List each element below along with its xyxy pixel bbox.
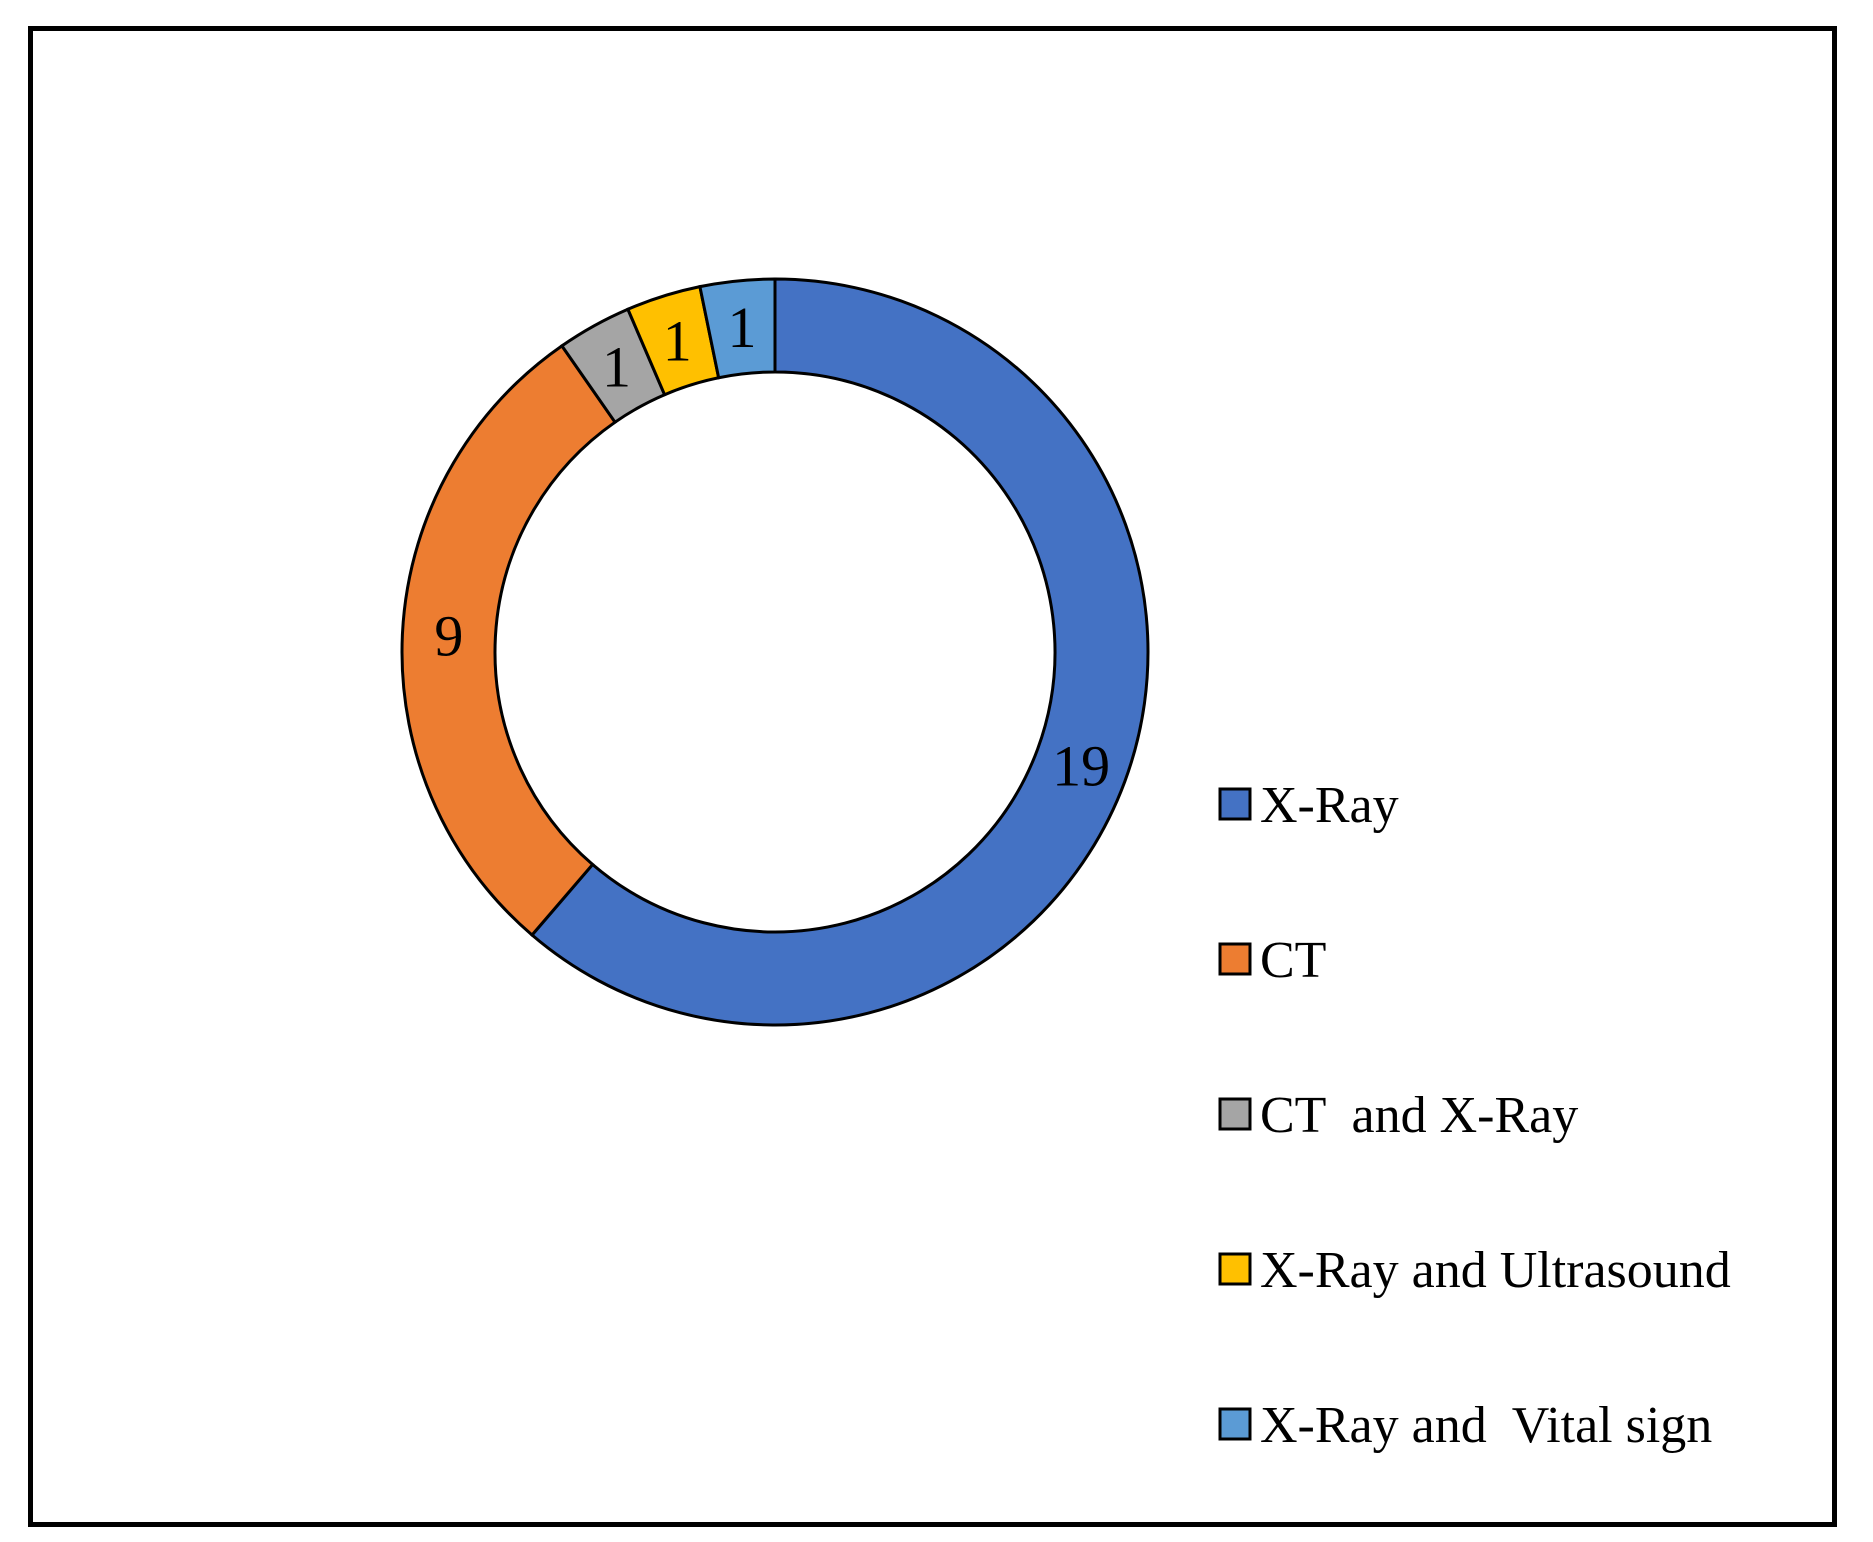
legend: X-Ray CT CT and X-Ray X-Ray and Ultrasound X… (1218, 777, 1731, 1454)
data-label-1: 19 (1052, 733, 1110, 798)
data-label-5: 1 (727, 295, 756, 360)
legend-swatch-5 (1218, 1407, 1252, 1441)
legend-swatch-3 (1218, 1097, 1252, 1131)
chart-frame (28, 26, 1837, 1527)
data-label-2: 9 (434, 603, 463, 668)
legend-label-2: CT (1260, 932, 1326, 989)
slice-1 (529, 277, 1150, 1027)
legend-swatch-4 (1218, 1252, 1252, 1286)
legend-swatch-1 (1218, 787, 1252, 821)
slices (400, 277, 1150, 1027)
legend-swatch-2 (1218, 942, 1252, 976)
legend-label-4: X-Ray and Ultrasound (1260, 1242, 1731, 1299)
legend-label-5: X-Ray and Vital sign (1260, 1397, 1712, 1454)
slice-2 (400, 343, 618, 938)
data-label-3: 1 (602, 335, 631, 400)
legend-label-1: X-Ray (1260, 777, 1399, 834)
slice-5 (698, 277, 777, 380)
data-label-4: 1 (663, 308, 692, 373)
legend-label-3: CT and X-Ray (1260, 1087, 1578, 1144)
